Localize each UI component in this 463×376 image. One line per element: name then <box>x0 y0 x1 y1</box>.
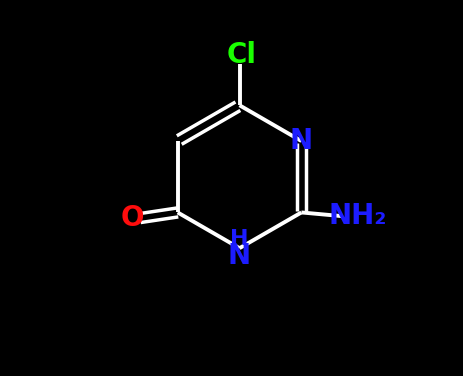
Text: H: H <box>230 229 248 249</box>
Text: NH₂: NH₂ <box>328 202 386 230</box>
Text: O: O <box>120 204 144 232</box>
Text: N: N <box>227 242 250 270</box>
Text: N: N <box>289 127 312 155</box>
Text: Cl: Cl <box>226 41 256 68</box>
